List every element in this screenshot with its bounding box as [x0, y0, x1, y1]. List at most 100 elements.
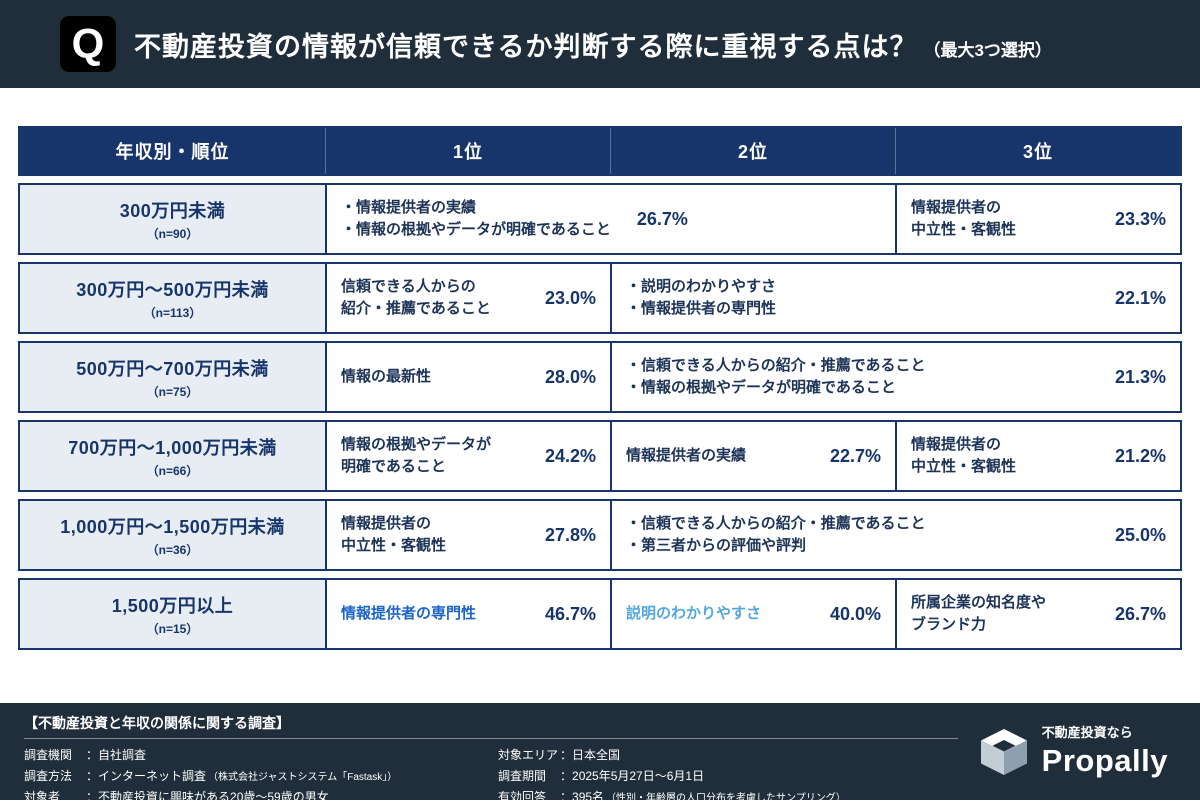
- rank-percentage: 23.3%: [1114, 208, 1166, 229]
- income-label: 700万円〜1,000万円未満: [68, 437, 277, 458]
- detail-note: （性別・年齢層の人口分布を考慮したサンプリング）: [606, 793, 846, 804]
- survey-detail-row: 調査機関 ：自社調査: [24, 745, 464, 766]
- rank-item-text: 中立性・客観性: [341, 537, 447, 554]
- rank-item-text: 情報の最新性: [341, 367, 432, 385]
- page-title: 不動産投資の情報が信頼できるか判断する際に重視する点は？ （最大3つ選択）: [134, 25, 1052, 64]
- survey-info: 【不動産投資と年収の関係に関する調査】 調査機関：自社調査 調査方法：インターネ…: [24, 713, 958, 808]
- sample-size: （n=36）: [146, 542, 199, 557]
- col-header-income: 年収別・順位: [115, 142, 230, 162]
- survey-detail-row: 調査方法 ：インターネット調査 （株式会社ジャストシステム「Fastask」）: [24, 766, 464, 787]
- rank-item-text: 情報提供者の: [341, 514, 432, 532]
- detail-key: 対象者: [24, 790, 61, 804]
- propally-logo: 不動産投資なら Propally: [978, 725, 1174, 779]
- detail-key: 調査期間: [498, 769, 547, 783]
- rank-items: 情報提供者の 中立性・客観性: [911, 434, 1016, 479]
- income-label: 500万円〜700万円未満: [76, 358, 269, 379]
- detail-separator: ：: [560, 748, 573, 762]
- detail-value: 395名: [572, 790, 605, 804]
- rank-item-text: 情報提供者の実績: [626, 446, 747, 464]
- rank-item-text: ・信頼できる人からの紹介・推薦であること: [626, 356, 926, 374]
- rank-percentage: 40.0%: [829, 603, 881, 624]
- survey-detail-row: 有効回答 ： 395名 （性別・年齢層の人口分布を考慮したサンプリング）: [498, 787, 846, 808]
- rank-items: 情報提供者の専門性: [341, 603, 476, 626]
- survey-details-right: 対象エリア：日本全国 調査期間： 2025年5月27日〜6月1日 有効回答： 395…: [498, 745, 846, 808]
- rank-items: 情報の根拠やデータが 明確であること: [341, 434, 491, 479]
- income-group-cell: 300万円〜500万円未満 （n=113）: [20, 264, 325, 332]
- rank-items: 情報提供者の実績: [626, 445, 746, 468]
- rank-cell-3: 所属企業の知名度や ブランド力 26.7%: [895, 580, 1180, 648]
- detail-key: 対象エリア: [498, 748, 559, 762]
- rank-item-text: ・情報の根拠やデータが明確であること: [341, 221, 611, 238]
- rank-items: 情報の最新性: [341, 366, 431, 389]
- table-row: 300万円〜500万円未満 （n=113） 信頼できる人からの 紹介・推薦である…: [18, 262, 1182, 334]
- table-row: 1,500万円以上 （n=15） 情報提供者の専門性 46.7% 説明のわかりや…: [18, 578, 1182, 650]
- detail-separator: ：: [560, 790, 573, 804]
- logo-brand: Propally: [1041, 743, 1168, 779]
- rank-percentage: 26.7%: [1114, 603, 1166, 624]
- q-letter: Q: [71, 20, 105, 67]
- table-row: 300万円未満 （n=90） ・情報提供者の実績 ・情報の根拠やデータが明確であ…: [18, 183, 1182, 255]
- rank-items: ・信頼できる人からの紹介・推薦であること ・第三者からの評価や評判: [626, 513, 926, 558]
- q-logo: Q: [60, 16, 116, 72]
- income-group-cell: 300万円未満 （n=90）: [20, 185, 325, 253]
- rank-cell-2: 説明のわかりやすさ 40.0%: [610, 580, 895, 648]
- col-header-rank3: 3位: [895, 128, 1180, 174]
- detail-key: 調査機関: [24, 748, 73, 762]
- rank-item-text: 説明のわかりやすさ: [626, 604, 762, 622]
- income-label: 300万円〜500万円未満: [76, 279, 269, 300]
- rank-cell-2-3: ・説明のわかりやすさ ・情報提供者の専門性 22.1%: [610, 264, 1180, 332]
- rank-item-text: 情報提供者の: [911, 198, 1002, 216]
- header-bar: Q 不動産投資の情報が信頼できるか判断する際に重視する点は？ （最大3つ選択）: [0, 0, 1200, 88]
- rank-percentage: 22.1%: [1114, 287, 1166, 308]
- rank-cell-3: 情報提供者の 中立性・客観性 21.2%: [895, 422, 1180, 490]
- sample-size: （n=90）: [146, 226, 199, 241]
- rank-cell-2-3: ・信頼できる人からの紹介・推薦であること ・情報の根拠やデータが明確であること …: [610, 343, 1180, 411]
- detail-separator: ：: [560, 769, 573, 783]
- detail-note: （株式会社ジャストシステム「Fastask」）: [208, 772, 398, 783]
- table-header-row: 年収別・順位 1位 2位 3位: [18, 126, 1182, 176]
- rank-cell-1: 情報の根拠やデータが 明確であること 24.2%: [325, 422, 610, 490]
- detail-value: 不動産投資に興味がある20歳〜59歳の男女: [98, 790, 329, 804]
- rank-item-text: ・説明のわかりやすさ: [626, 277, 777, 295]
- table-row: 700万円〜1,000万円未満 （n=66） 情報の根拠やデータが 明確であるこ…: [18, 420, 1182, 492]
- survey-detail-row: 調査期間 ： 2025年5月27日〜6月1日: [498, 766, 846, 787]
- rank-items: ・情報提供者の実績 ・情報の根拠やデータが明確であること: [341, 197, 611, 242]
- title-text: 不動産投資の情報が信頼できるか判断する際に重視する点は？: [134, 31, 918, 62]
- rank-cell-1: 情報提供者の専門性 46.7%: [325, 580, 610, 648]
- rank-cell-2: 情報提供者の実績 22.7%: [610, 422, 895, 490]
- results-table: 年収別・順位 1位 2位 3位 300万円未満 （n=90） ・情報提供者の実績…: [18, 126, 1182, 650]
- rank-percentage: 28.0%: [544, 366, 596, 387]
- rank-items: ・信頼できる人からの紹介・推薦であること ・情報の根拠やデータが明確であること: [626, 355, 926, 400]
- sample-size: （n=15）: [146, 621, 199, 636]
- rank-item-text: 明確であること: [341, 458, 446, 475]
- income-group-cell: 1,500万円以上 （n=15）: [20, 580, 325, 648]
- income-group-cell: 1,000万円〜1,500万円未満 （n=36）: [20, 501, 325, 569]
- rank-item-text: 信頼できる人からの: [341, 277, 476, 295]
- sample-size: （n=113）: [143, 305, 202, 320]
- sample-size: （n=75）: [146, 384, 199, 399]
- rank-item-text: 所属企業の知名度や: [911, 593, 1047, 611]
- rank-item-text: ・情報の根拠やデータが明確であること: [626, 379, 896, 396]
- detail-value: 2025年5月27日〜6月1日: [572, 769, 705, 783]
- detail-key: 有効回答: [498, 790, 547, 804]
- income-label: 1,500万円以上: [111, 595, 234, 616]
- rank-item-text: ・第三者からの評価や評判: [626, 537, 807, 554]
- detail-separator: ：: [86, 748, 99, 762]
- income-label: 300万円未満: [119, 200, 226, 221]
- table-row: 500万円〜700万円未満 （n=75） 情報の最新性 28.0% ・信頼できる…: [18, 341, 1182, 413]
- rank-item-text: ・情報提供者の実績: [341, 198, 477, 216]
- rank-items: 情報提供者の 中立性・客観性: [911, 197, 1016, 242]
- income-label: 1,000万円〜1,500万円未満: [60, 516, 285, 537]
- survey-title: 【不動産投資と年収の関係に関する調査】: [24, 713, 958, 739]
- table-row: 1,000万円〜1,500万円未満 （n=36） 情報提供者の 中立性・客観性 …: [18, 499, 1182, 571]
- rank-item-text: ・情報提供者の専門性: [626, 300, 777, 317]
- rank-percentage: 25.0%: [1114, 524, 1166, 545]
- detail-value: 日本全国: [572, 748, 621, 762]
- rank-items: 所属企業の知名度や ブランド力: [911, 592, 1046, 637]
- rank-items: 情報提供者の 中立性・客観性: [341, 513, 446, 558]
- rank-items: ・説明のわかりやすさ ・情報提供者の専門性: [626, 276, 776, 321]
- rank-percentage: 22.7%: [829, 445, 881, 466]
- rank-items: 説明のわかりやすさ: [626, 603, 761, 626]
- rank-percentage: 24.2%: [544, 445, 596, 466]
